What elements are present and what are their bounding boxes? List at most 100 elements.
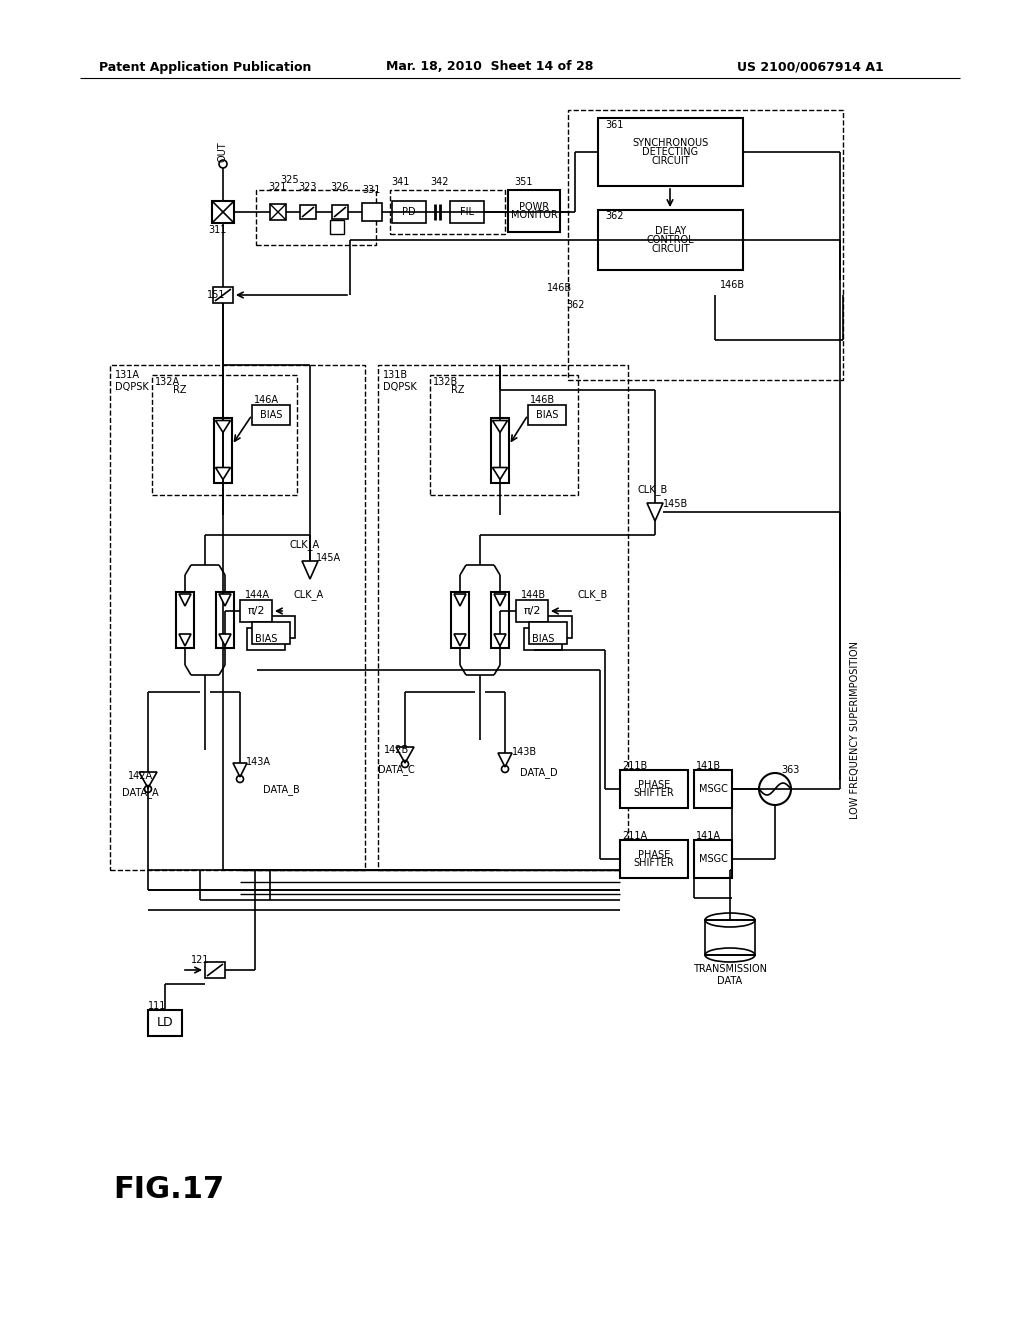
Polygon shape <box>233 763 247 777</box>
Text: 141A: 141A <box>696 832 721 841</box>
Text: DATA_A: DATA_A <box>122 788 159 799</box>
Text: CLK_A: CLK_A <box>293 590 324 601</box>
Text: SHIFTER: SHIFTER <box>634 788 675 799</box>
Text: CONTROL: CONTROL <box>647 235 694 246</box>
Text: 351: 351 <box>514 177 532 187</box>
Text: 146B: 146B <box>720 280 745 290</box>
Text: 341: 341 <box>391 177 410 187</box>
Text: PHASE: PHASE <box>638 850 670 859</box>
Bar <box>451 591 469 648</box>
Bar <box>620 840 688 878</box>
Bar <box>490 591 509 648</box>
Bar <box>176 591 194 648</box>
Text: 342: 342 <box>431 177 450 187</box>
Bar <box>430 375 578 495</box>
Text: LD: LD <box>157 1016 173 1030</box>
Polygon shape <box>454 634 466 645</box>
Text: 142B: 142B <box>384 744 410 755</box>
Text: 211A: 211A <box>622 832 647 841</box>
Text: PD: PD <box>402 207 416 216</box>
Text: 144B: 144B <box>521 590 546 601</box>
Bar <box>152 375 297 495</box>
Bar <box>390 190 505 234</box>
Bar <box>620 770 688 808</box>
Text: LOW FREQUENCY SUPERIMPOSITION: LOW FREQUENCY SUPERIMPOSITION <box>850 642 860 818</box>
Text: 132A: 132A <box>155 378 180 387</box>
Text: 146B: 146B <box>548 282 572 293</box>
Bar <box>214 417 232 483</box>
Text: 141B: 141B <box>696 762 721 771</box>
Text: RZ: RZ <box>452 385 465 395</box>
Text: 111: 111 <box>148 1001 166 1011</box>
Text: CLK_B: CLK_B <box>638 484 668 495</box>
Text: 362: 362 <box>605 211 624 220</box>
Bar <box>148 1010 182 1036</box>
Bar <box>330 220 344 234</box>
Text: BIAS: BIAS <box>531 634 554 644</box>
Bar <box>598 210 743 271</box>
Text: TRANSMISSION
DATA: TRANSMISSION DATA <box>693 964 767 986</box>
Text: 326: 326 <box>331 182 349 191</box>
Polygon shape <box>454 594 466 606</box>
Bar <box>392 201 426 223</box>
Bar <box>252 622 290 644</box>
Text: 143A: 143A <box>246 756 271 767</box>
Bar <box>694 840 732 878</box>
Polygon shape <box>493 467 508 479</box>
Bar <box>528 405 566 425</box>
Text: POWR: POWR <box>519 202 549 211</box>
Text: 331: 331 <box>362 185 380 195</box>
Polygon shape <box>494 634 506 645</box>
Bar <box>524 628 562 649</box>
Text: MONITOR: MONITOR <box>511 210 557 220</box>
Text: FIL: FIL <box>460 207 474 216</box>
Bar <box>205 962 225 978</box>
Text: 146B: 146B <box>530 395 555 405</box>
Text: MSGC: MSGC <box>698 784 727 795</box>
Text: BIAS: BIAS <box>255 634 278 644</box>
Text: 145B: 145B <box>663 499 688 510</box>
Text: 145A: 145A <box>316 553 341 564</box>
Text: DATA_C: DATA_C <box>378 764 415 775</box>
Text: 144A: 144A <box>245 590 270 601</box>
Text: 311: 311 <box>208 224 226 235</box>
Text: DATA_B: DATA_B <box>263 784 300 796</box>
Bar <box>216 591 234 648</box>
Text: DETECTING: DETECTING <box>642 147 698 157</box>
Text: CIRCUIT: CIRCUIT <box>651 156 690 165</box>
Bar <box>257 616 295 638</box>
Text: SHIFTER: SHIFTER <box>634 858 675 869</box>
Polygon shape <box>647 503 663 521</box>
Text: 363: 363 <box>781 766 800 775</box>
Bar <box>240 601 272 622</box>
Polygon shape <box>179 594 191 606</box>
Text: US 2100/0067914 A1: US 2100/0067914 A1 <box>736 61 884 74</box>
Bar <box>508 190 560 232</box>
Text: CLK_B: CLK_B <box>577 590 607 601</box>
Text: Patent Application Publication: Patent Application Publication <box>98 61 311 74</box>
Text: 132B: 132B <box>433 378 459 387</box>
Polygon shape <box>494 594 506 606</box>
Text: DQPSK: DQPSK <box>115 381 148 392</box>
Bar <box>252 405 290 425</box>
Bar <box>516 601 548 622</box>
Text: SYNCHRONOUS: SYNCHRONOUS <box>633 139 709 149</box>
Text: 143B: 143B <box>512 747 538 756</box>
Polygon shape <box>219 634 231 645</box>
Polygon shape <box>179 634 191 645</box>
Text: 362: 362 <box>566 300 586 310</box>
Text: DELAY: DELAY <box>655 227 686 236</box>
Bar <box>490 417 509 483</box>
Polygon shape <box>215 467 230 479</box>
Text: 361: 361 <box>605 120 624 129</box>
Bar <box>300 205 316 219</box>
Text: 151: 151 <box>207 290 225 300</box>
Text: 142A: 142A <box>128 771 154 781</box>
Polygon shape <box>219 594 231 606</box>
Text: 323: 323 <box>299 182 317 191</box>
Text: OUT: OUT <box>218 141 228 162</box>
Text: 121: 121 <box>190 954 209 965</box>
Text: BIAS: BIAS <box>260 411 283 420</box>
Bar <box>378 366 628 870</box>
Bar <box>598 117 743 186</box>
